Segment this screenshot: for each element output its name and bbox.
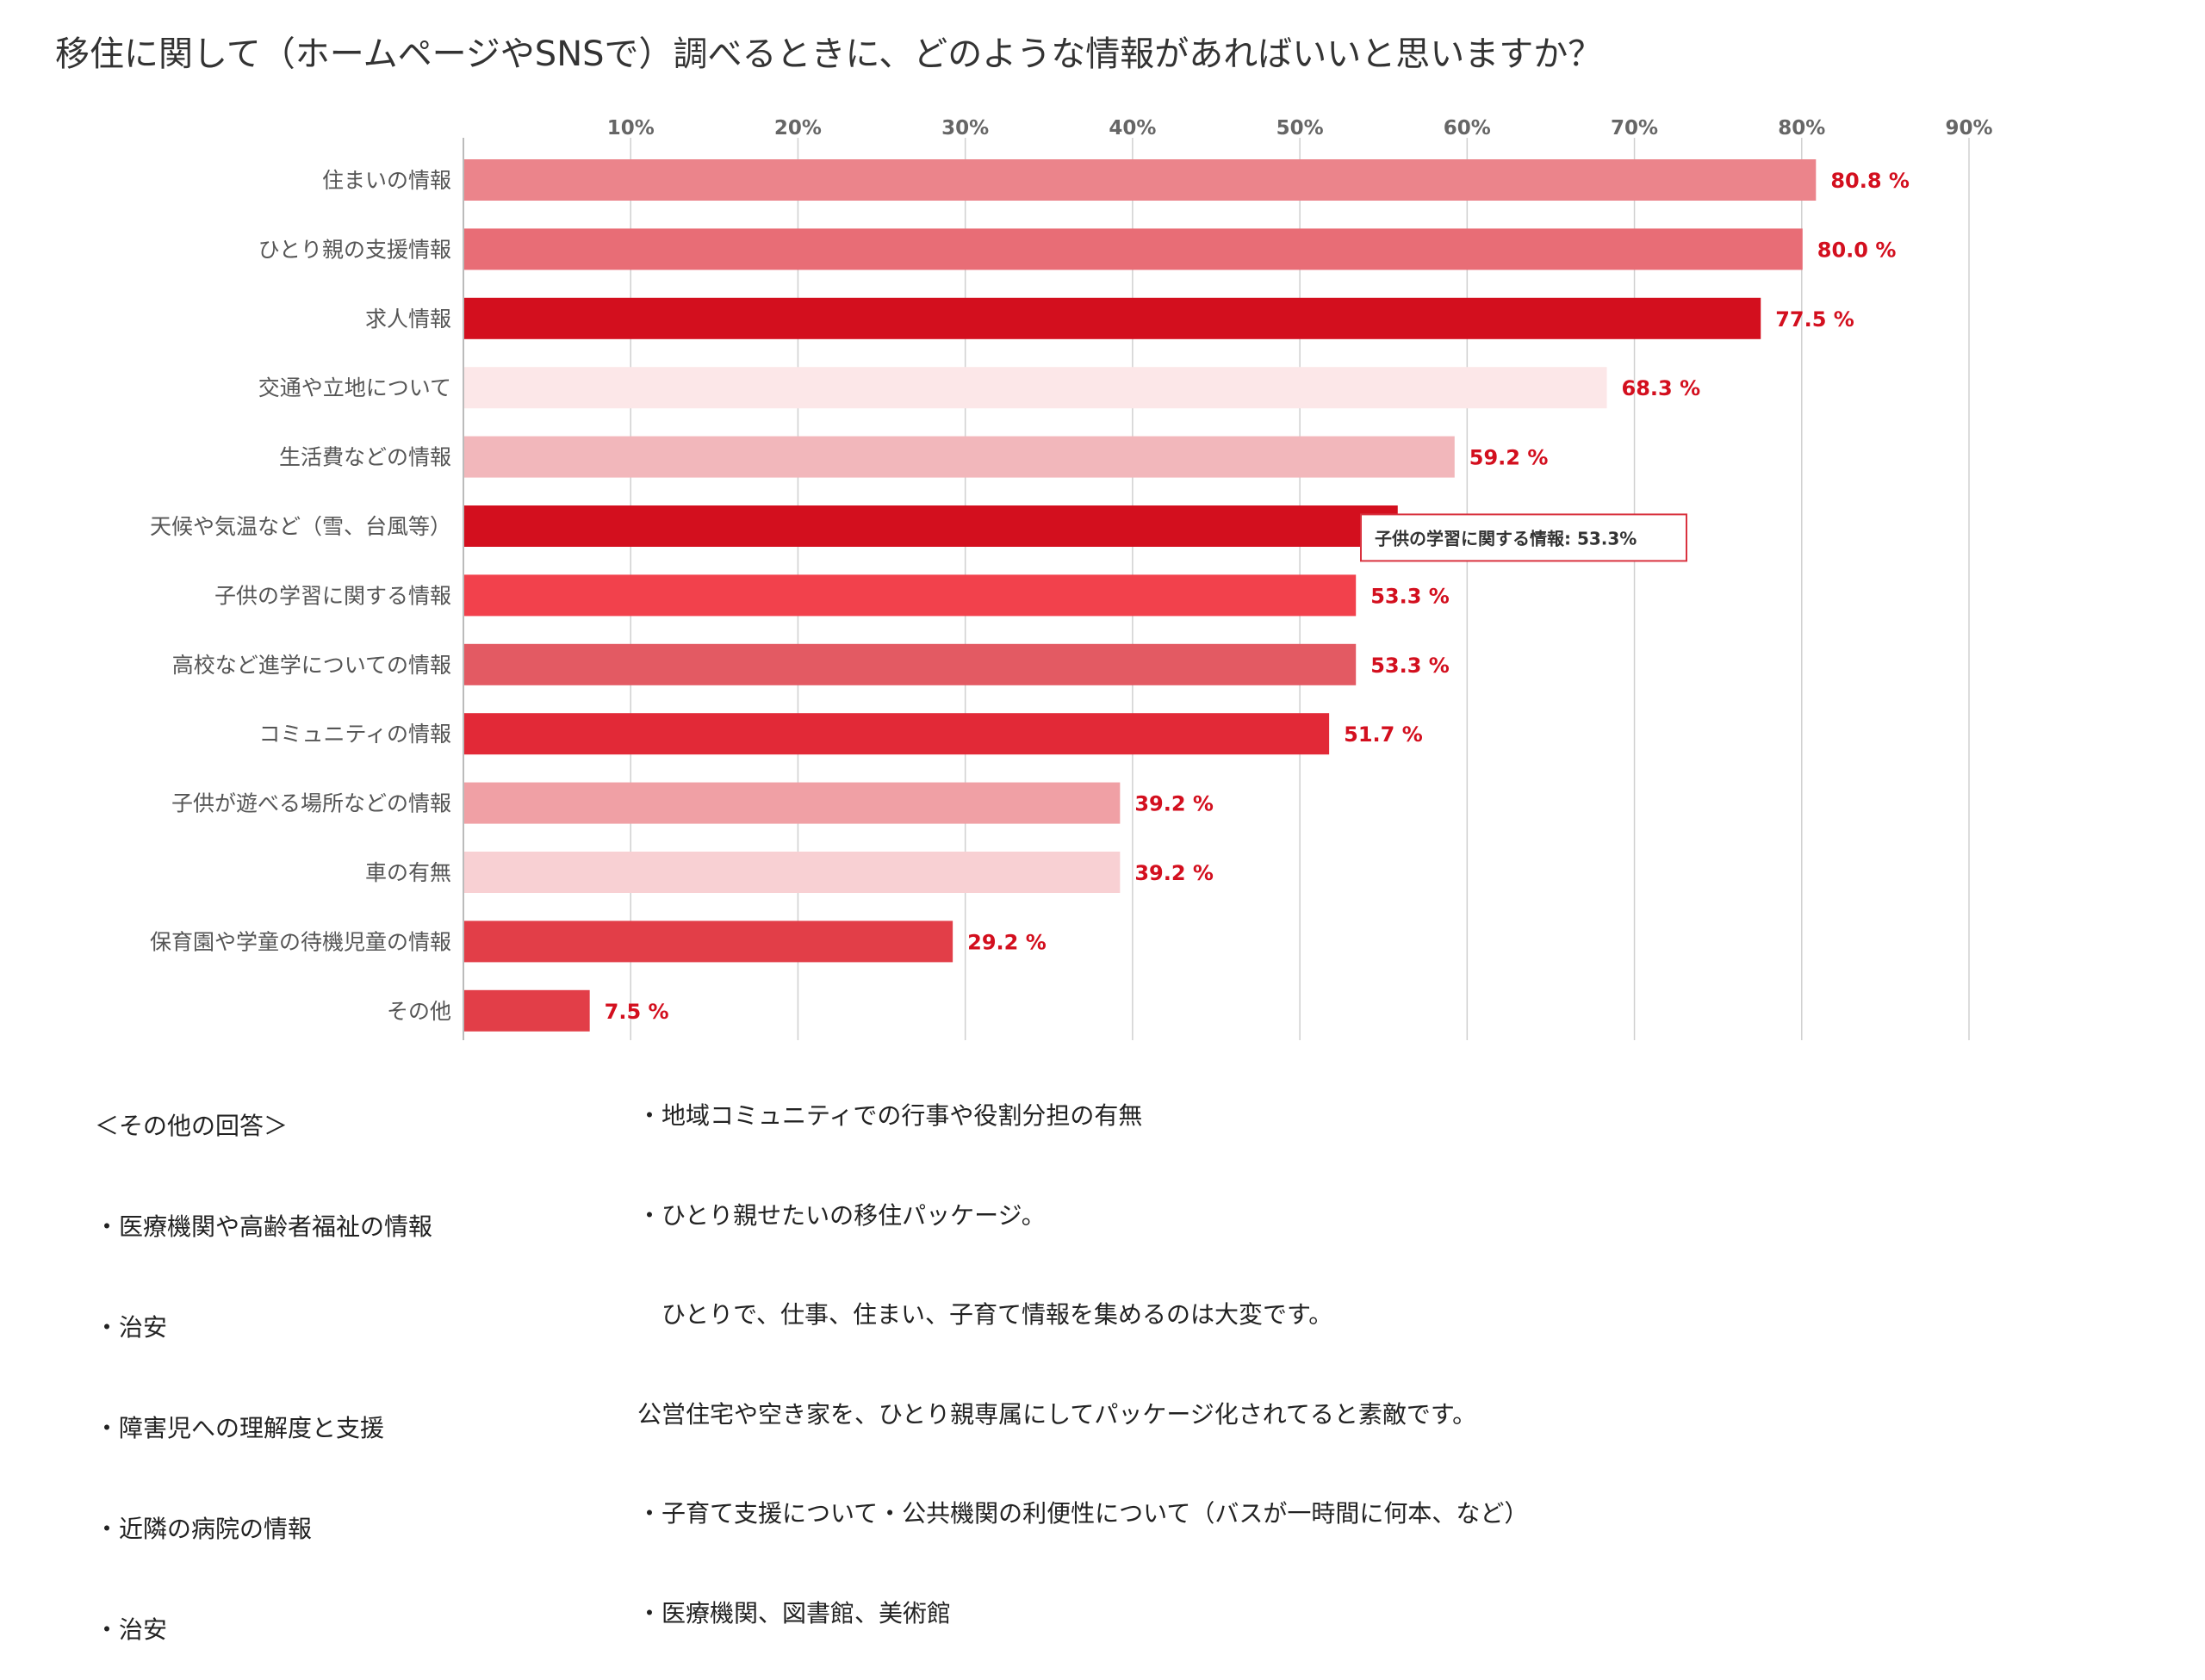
chart-title: 移住に関して（ホームページやSNSで）調べるときに、どのような情報があればいいと… xyxy=(55,34,1603,74)
tooltip-box xyxy=(1360,513,1687,562)
value-label: 53.3 % xyxy=(1370,584,1450,608)
category-label: コミュニティの情報 xyxy=(258,722,451,747)
note-item: ・近隣の病院の情報 xyxy=(95,1515,313,1543)
note-item: ・医療機関や高齢者福祉の情報 xyxy=(95,1212,433,1241)
tooltip-text: 子供の学習に関する情報: 53.3% xyxy=(1375,528,1637,549)
value-label: 39.2 % xyxy=(1134,861,1214,885)
bar xyxy=(464,989,590,1032)
note-item: ・医療機関、図書館、美術館 xyxy=(637,1598,952,1627)
value-label: 77.5 % xyxy=(1775,307,1854,332)
note-item: ・地域コミュニティでの行事や役割分担の有無 xyxy=(637,1101,1143,1130)
tick-label: 20% xyxy=(774,117,822,139)
value-label: 29.2 % xyxy=(967,930,1047,954)
category-label: 交通や立地について xyxy=(258,375,451,400)
bar xyxy=(464,782,1121,824)
note-item: ・治安 xyxy=(95,1615,168,1644)
note-heading: ＜その他の回答＞ xyxy=(95,1112,289,1140)
category-label: 高校など進学についての情報 xyxy=(172,653,451,678)
bar-chart: 10% 20% 30% 40% 50% 60% 70% 80% 90% 住まいの情報 80.8 % ひ… xyxy=(150,117,1993,1040)
category-label: 天候や気温など（雪、台風等） xyxy=(150,514,451,539)
note-item: ひとりで、仕事、住まい、子育て情報を集めるのは大変です。 xyxy=(637,1300,1333,1329)
tick-label: 80% xyxy=(1778,117,1825,139)
value-label: 80.0 % xyxy=(1817,238,1897,262)
bar xyxy=(464,297,1761,339)
tick-label: 90% xyxy=(1945,117,1992,139)
note-item: ・子育て支援について・公共機関の利便性について（バスが一時間に何本、など） xyxy=(637,1499,1529,1528)
tick-label: 70% xyxy=(1611,117,1658,139)
value-label: 68.3 % xyxy=(1622,376,1701,400)
value-label: 53.3 % xyxy=(1370,654,1450,678)
tick-label: 60% xyxy=(1444,117,1491,139)
note-item: ・ひとり親せたいの移住パッケージ。 xyxy=(637,1200,1046,1230)
value-label: 51.7 % xyxy=(1344,722,1423,747)
other-answers-right: ・地域コミュニティでの行事や役割分担の有無 ・ひとり親せたいの移住パッケージ。 … xyxy=(637,1033,1528,1664)
category-label: 住まいの情報 xyxy=(322,168,451,193)
bar xyxy=(464,574,1357,617)
bar xyxy=(464,367,1607,409)
bar xyxy=(464,643,1357,685)
note-item: 公営住宅や空き家を、ひとり親専属にしてパッケージ化されてると素敵です。 xyxy=(637,1399,1477,1429)
value-label: 80.8 % xyxy=(1830,169,1910,193)
category-label: 子供が遊べる場所などの情報 xyxy=(171,791,451,816)
category-label: ひとり親の支援情報 xyxy=(258,237,451,262)
note-item: ・治安 xyxy=(95,1313,168,1342)
bar xyxy=(464,852,1121,893)
bar xyxy=(464,713,1330,755)
bar xyxy=(464,921,953,963)
bar xyxy=(464,159,1817,201)
category-label: 生活費などの情報 xyxy=(279,445,451,470)
category-label: その他 xyxy=(387,999,451,1024)
value-label: 7.5 % xyxy=(605,1000,669,1024)
bar xyxy=(464,505,1398,547)
bar xyxy=(464,228,1803,270)
value-label: 59.2 % xyxy=(1469,446,1549,470)
category-label: 車の有無 xyxy=(365,860,451,885)
bar xyxy=(464,436,1455,478)
category-label: 子供の学習に関する情報 xyxy=(214,583,451,608)
tick-label: 40% xyxy=(1109,117,1156,139)
tick-label: 30% xyxy=(941,117,989,139)
category-label: 保育園や学童の待機児童の情報 xyxy=(150,929,451,954)
other-answers-left: ＜その他の回答＞ ・医療機関や高齢者福祉の情報 ・治安 ・障害児への理解度と支援… xyxy=(95,1042,432,1680)
note-item: ・障害児への理解度と支援 xyxy=(95,1414,385,1442)
tick-label: 50% xyxy=(1276,117,1324,139)
tick-label: 10% xyxy=(607,117,655,139)
value-label: 39.2 % xyxy=(1134,792,1214,816)
category-label: 求人情報 xyxy=(365,307,451,332)
